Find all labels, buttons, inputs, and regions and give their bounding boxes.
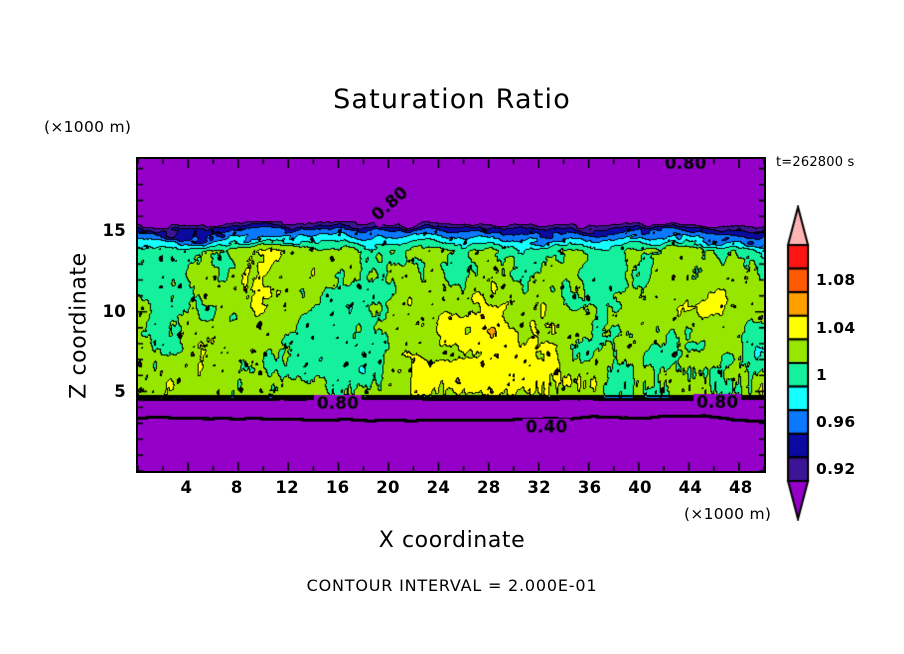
colorbar-tick-label: 0.92 xyxy=(816,460,856,479)
timestamp-label: t=262800 s xyxy=(776,155,855,170)
colorbar-tick-label: 0.96 xyxy=(816,413,856,431)
z-axis-units-label: (×1000 m) xyxy=(44,118,132,136)
x-tick-label: 20 xyxy=(376,478,400,497)
colorbar xyxy=(779,205,825,525)
x-tick-label: 16 xyxy=(325,478,350,497)
saturation-ratio-contour-canvas xyxy=(138,159,764,471)
x-axis-units-label: (×1000 m) xyxy=(684,505,772,523)
x-axis-title: X coordinate xyxy=(378,528,526,553)
colorbar-tick-label: 1.04 xyxy=(816,318,856,337)
colorbar-gradient xyxy=(779,205,825,521)
contour-plot-area xyxy=(136,157,766,473)
page-title: Saturation Ratio xyxy=(333,84,571,115)
x-tick-label: 4 xyxy=(180,478,193,497)
x-tick-label: 24 xyxy=(426,478,451,497)
x-tick-label: 12 xyxy=(275,478,299,497)
y-axis-title: Z coordinate xyxy=(66,252,92,399)
colorbar-tick-label: 1.08 xyxy=(816,271,856,290)
x-tick-label: 40 xyxy=(628,478,652,497)
colorbar-tick-label: 1 xyxy=(816,365,828,384)
x-tick-label: 28 xyxy=(477,478,501,497)
x-tick-label: 48 xyxy=(729,478,753,497)
x-tick-label: 32 xyxy=(527,478,551,497)
y-tick-label: 15 xyxy=(102,221,126,241)
y-tick-label: 10 xyxy=(102,301,126,321)
contour-interval-caption: CONTOUR INTERVAL = 2.000E-01 xyxy=(306,576,598,595)
y-tick-label: 5 xyxy=(114,382,126,402)
x-tick-label: 44 xyxy=(678,478,703,497)
x-tick-label: 8 xyxy=(230,478,243,497)
x-tick-label: 36 xyxy=(577,478,602,497)
